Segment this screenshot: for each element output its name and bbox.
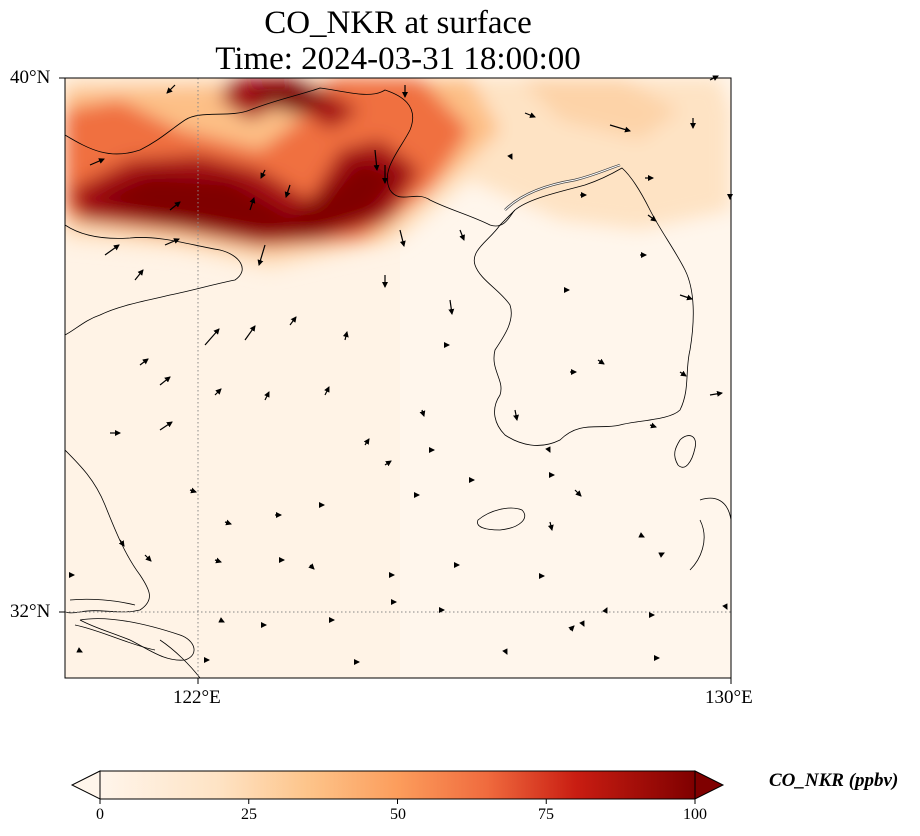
wind-arrow (169, 201, 181, 211)
wind-arrow (214, 388, 222, 396)
gridlines (65, 78, 731, 678)
wind-arrow (118, 539, 125, 547)
wind-arrow (459, 229, 465, 241)
wind-arrow (448, 299, 455, 315)
colorbar-title: CO_NKR (ppbv) (769, 770, 899, 791)
colorbar-tick-label: 25 (241, 806, 257, 823)
wind-arrow (134, 269, 144, 281)
wind-arrow (647, 214, 657, 222)
wind-arrow (218, 617, 225, 623)
wind-arrow (284, 184, 291, 198)
wind-arrow (419, 409, 426, 417)
wind-arrow (609, 124, 631, 133)
wind-arrow (308, 563, 315, 570)
wind-arrow (638, 532, 645, 538)
wind-arrow (658, 552, 665, 558)
wind-arrow (324, 386, 330, 396)
wind-arrow (214, 557, 222, 564)
colorbar (70, 770, 725, 804)
wind-arrow (524, 112, 536, 118)
wind-arrow (164, 238, 180, 246)
wind-arrow (104, 244, 120, 256)
map-title: CO_NKR at surface (264, 5, 532, 41)
wind-arrow (399, 229, 406, 247)
wind-arrow (257, 244, 266, 266)
lon-label-122e: 122°E (173, 687, 221, 708)
lat-label-40n: 40°N (10, 67, 51, 88)
wind-arrow (722, 603, 728, 610)
colorbar-tick-label: 100 (683, 806, 707, 823)
wind-arrow (342, 331, 349, 341)
colorbar-tick-label: 0 (96, 806, 104, 823)
wind-arrow (602, 607, 608, 614)
wind-vectors (69, 75, 733, 665)
wind-arrow (373, 149, 380, 171)
colorbar-tick-label: 75 (538, 806, 554, 823)
wind-arrow (224, 519, 232, 526)
wind-arrow (189, 487, 197, 494)
wind-arrow (545, 446, 551, 453)
wind-arrow (159, 421, 173, 431)
wind-arrow (709, 390, 723, 397)
wind-arrow (139, 358, 149, 366)
map-subtitle-time: Time: 2024-03-31 18:00:00 (215, 41, 581, 77)
map-frame (64, 77, 732, 679)
colorbar-extend-high (694, 770, 725, 800)
wind-arrow (144, 554, 152, 562)
wind-arrow (159, 376, 171, 386)
wind-arrow (204, 328, 220, 346)
colorbar-extend-low (70, 770, 101, 800)
wind-arrow (363, 438, 370, 446)
concentration-field (65, 78, 731, 678)
wind-arrow (568, 625, 575, 632)
wind-arrow (679, 294, 693, 301)
wind-arrow (513, 409, 519, 421)
wind-arrow (507, 153, 513, 160)
wind-arrow (574, 489, 582, 497)
wind-arrow (579, 620, 585, 627)
wind-arrow (166, 84, 176, 94)
wind-arrow (547, 521, 554, 531)
wind-arrow (244, 325, 256, 341)
wind-arrow (260, 169, 266, 179)
wind-arrow (679, 370, 687, 377)
wind-arrow (384, 460, 392, 467)
lon-label-130e: 130°E (705, 687, 753, 708)
wind-arrow (597, 358, 605, 365)
wind-arrow (89, 158, 105, 166)
wind-arrow (76, 647, 83, 653)
lat-label-32n: 32°N (10, 601, 51, 622)
wind-arrow (289, 316, 297, 326)
wind-arrow (249, 197, 256, 211)
coastlines (65, 87, 731, 678)
wind-arrow (649, 422, 657, 429)
colorbar-tick-label: 50 (390, 806, 406, 823)
wind-arrow (264, 391, 270, 401)
wind-arrow (502, 648, 508, 655)
